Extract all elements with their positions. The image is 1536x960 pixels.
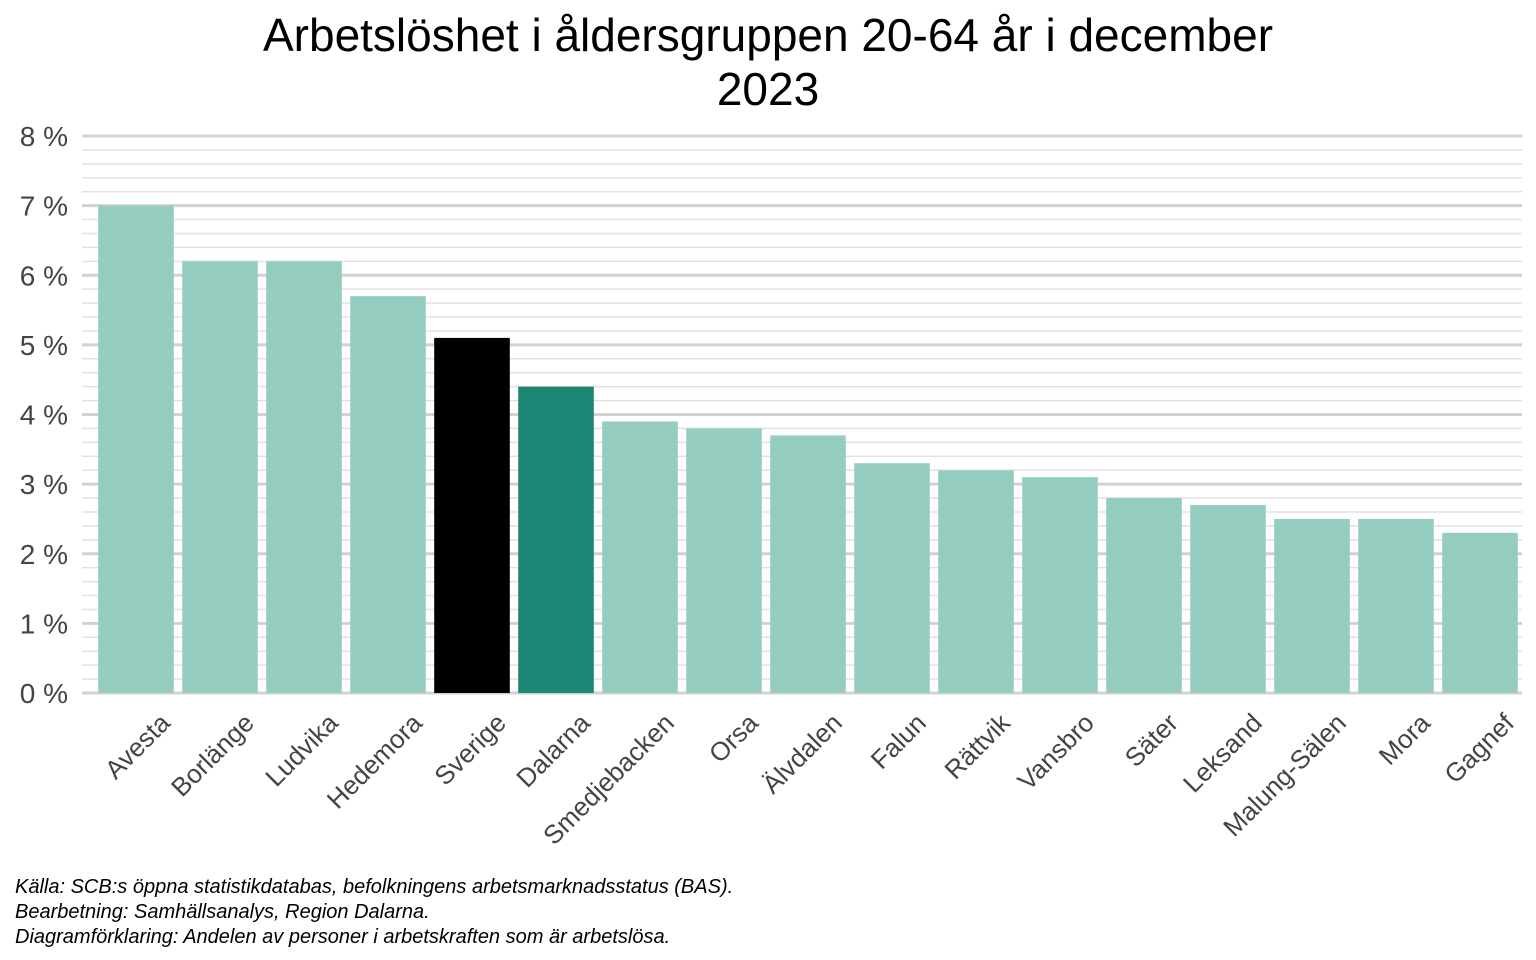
bar-ludvika bbox=[266, 261, 342, 693]
bar-mora bbox=[1358, 518, 1434, 693]
chart-title-line-1: Arbetslöshet i åldersgruppen 20-64 år i … bbox=[262, 9, 1274, 61]
x-tick-label: Borlänge bbox=[165, 708, 260, 803]
x-tick-label: Ludvika bbox=[259, 707, 344, 792]
y-tick-label: 7 % bbox=[20, 191, 68, 222]
bar-vansbro bbox=[1022, 477, 1098, 693]
bar-avesta bbox=[98, 205, 174, 693]
x-tick-label: Orsa bbox=[703, 707, 764, 768]
y-tick-label: 2 % bbox=[20, 539, 68, 570]
x-tick-label: Dalarna bbox=[510, 707, 596, 793]
y-tick-label: 3 % bbox=[20, 469, 68, 500]
bar-falun bbox=[854, 463, 930, 693]
bar-säter bbox=[1106, 498, 1182, 693]
chart-title-line-2: 2023 bbox=[716, 63, 820, 115]
caption-source: Källa: SCB:s öppna statistikdatabas, bef… bbox=[15, 876, 734, 898]
chart-title: Arbetslöshet i åldersgruppen 20-64 år i … bbox=[0, 8, 1536, 116]
bar-smedjebacken bbox=[602, 421, 678, 693]
x-tick-label: Sverige bbox=[428, 708, 512, 792]
x-tick-label: Gagnef bbox=[1438, 707, 1520, 789]
x-tick-label: Falun bbox=[865, 708, 932, 775]
chart-caption: Källa: SCB:s öppna statistikdatabas, bef… bbox=[15, 875, 733, 950]
y-tick-label: 8 % bbox=[20, 121, 68, 152]
x-tick-label: Avesta bbox=[99, 707, 176, 784]
y-tick-label: 4 % bbox=[20, 400, 68, 431]
bar-leksand bbox=[1190, 505, 1266, 693]
bar-älvdalen bbox=[770, 435, 846, 693]
y-tick-label: 6 % bbox=[20, 260, 68, 291]
bar-malung-sälen bbox=[1274, 518, 1350, 693]
bar-hedemora bbox=[350, 296, 426, 693]
y-tick-label: 1 % bbox=[20, 608, 68, 639]
bar-sverige bbox=[434, 337, 510, 693]
caption-explanation: Diagramförklaring: Andelen av personer i… bbox=[15, 926, 671, 948]
y-tick-label: 0 % bbox=[20, 678, 68, 709]
y-tick-label: 5 % bbox=[20, 330, 68, 361]
bar-rättvik bbox=[938, 470, 1014, 693]
x-tick-label: Rättvik bbox=[938, 707, 1016, 785]
x-tick-label: Älvdalen bbox=[756, 708, 848, 800]
bar-borlänge bbox=[182, 261, 258, 693]
x-tick-label: Säter bbox=[1119, 707, 1184, 772]
bars bbox=[98, 205, 1518, 693]
bar-orsa bbox=[686, 428, 762, 693]
x-tick-label: Mora bbox=[1373, 707, 1436, 770]
caption-processing: Bearbetning: Samhällsanalys, Region Dala… bbox=[15, 901, 430, 923]
x-tick-label: Vansbro bbox=[1011, 708, 1099, 796]
bar-gagnef bbox=[1442, 532, 1518, 693]
y-axis-tick-labels: 0 % 1 % 2 % 3 % 4 % 5 % 6 % 7 % 8 % bbox=[20, 121, 68, 709]
bar-dalarna bbox=[518, 386, 594, 693]
